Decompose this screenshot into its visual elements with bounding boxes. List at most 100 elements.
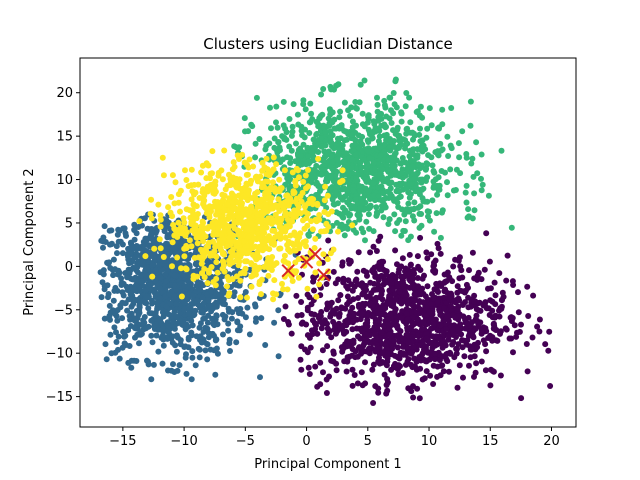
cluster-3-point <box>231 181 238 188</box>
cluster-1-point <box>359 382 366 389</box>
cluster-0-point <box>170 318 177 325</box>
cluster-0-point <box>198 339 205 346</box>
cluster-2-point <box>349 131 356 138</box>
cluster-2-point <box>403 130 410 137</box>
cluster-3-point <box>311 245 318 251</box>
cluster-2-point <box>328 139 335 146</box>
cluster-0-point <box>159 309 166 316</box>
cluster-3-point <box>237 185 243 192</box>
cluster-3-point <box>262 201 269 208</box>
cluster-3-point <box>174 254 181 261</box>
cluster-2-point <box>365 188 372 195</box>
cluster-2-point <box>435 151 441 158</box>
cluster-2-point <box>337 222 344 228</box>
cluster-3-point <box>337 179 344 186</box>
cluster-2-point <box>350 187 356 194</box>
cluster-2-point <box>456 154 463 161</box>
cluster-1-point <box>530 292 537 299</box>
cluster-1-point <box>307 344 314 351</box>
cluster-2-point <box>373 212 380 219</box>
cluster-2-point <box>419 178 426 184</box>
cluster-3-point <box>234 199 241 206</box>
cluster-2-point <box>398 232 405 239</box>
cluster-2-point <box>417 203 424 210</box>
cluster-1-point <box>384 379 391 386</box>
cluster-1-point <box>423 368 430 375</box>
cluster-2-point <box>439 207 446 214</box>
cluster-2-point <box>393 181 400 188</box>
cluster-2-point <box>371 121 378 127</box>
cluster-3-point <box>222 207 228 214</box>
cluster-0-point <box>137 252 144 259</box>
cluster-2-point <box>396 188 403 195</box>
cluster-2-point <box>417 103 424 110</box>
cluster-2-point <box>268 125 274 132</box>
cluster-2-point <box>370 180 377 187</box>
x-tick-label: 5 <box>364 434 372 449</box>
cluster-0-point <box>125 256 132 263</box>
cluster-2-point <box>433 210 440 217</box>
cluster-1-point <box>394 261 400 268</box>
cluster-0-point <box>124 307 131 314</box>
cluster-3-point <box>339 167 346 174</box>
cluster-1-point <box>444 358 451 365</box>
cluster-3-point <box>273 260 280 267</box>
cluster-1-point <box>314 330 321 337</box>
cluster-0-point <box>106 302 113 309</box>
cluster-3-point <box>256 203 263 210</box>
cluster-3-point <box>205 267 212 274</box>
cluster-2-point <box>363 218 370 225</box>
cluster-0-point <box>191 311 198 318</box>
cluster-2-point <box>508 224 515 231</box>
cluster-3-point <box>213 259 220 266</box>
cluster-2-point <box>403 185 410 192</box>
cluster-1-point <box>404 316 411 322</box>
cluster-3-point <box>313 293 320 300</box>
cluster-1-point <box>435 289 441 295</box>
cluster-1-point <box>404 332 411 338</box>
centroid-x-marker <box>308 247 322 261</box>
cluster-2-point <box>436 124 442 131</box>
cluster-1-point <box>337 292 344 299</box>
cluster-0-point <box>208 288 214 295</box>
cluster-0-point <box>111 324 118 331</box>
cluster-2-point <box>383 195 389 201</box>
cluster-1-point <box>417 365 424 372</box>
cluster-1-point <box>409 334 416 340</box>
cluster-3-point <box>237 277 244 284</box>
cluster-3-point <box>321 197 328 204</box>
cluster-2-point <box>406 181 413 187</box>
cluster-2-point <box>337 108 344 115</box>
cluster-2-point <box>375 184 381 191</box>
cluster-1-point <box>409 275 416 282</box>
cluster-2-point <box>357 159 364 166</box>
cluster-2-point <box>383 131 390 138</box>
cluster-2-point <box>356 99 363 106</box>
cluster-3-point <box>254 211 261 218</box>
cluster-1-point <box>374 317 381 324</box>
cluster-2-point <box>353 175 360 182</box>
cluster-2-point <box>434 191 441 198</box>
cluster-3-point <box>181 253 188 260</box>
cluster-1-point <box>459 288 466 295</box>
cluster-2-point <box>429 162 436 169</box>
cluster-3-point <box>136 218 143 225</box>
cluster-2-point <box>353 105 360 112</box>
cluster-0-point <box>130 276 137 283</box>
cluster-1-point <box>358 369 365 376</box>
cluster-3-point <box>178 293 185 300</box>
cluster-0-point <box>192 362 199 369</box>
cluster-2-point <box>386 216 393 223</box>
cluster-0-point <box>233 281 239 288</box>
cluster-1-point <box>518 395 525 402</box>
cluster-1-point <box>449 341 456 348</box>
cluster-2-point <box>340 214 347 221</box>
cluster-2-point <box>290 101 297 108</box>
cluster-3-point <box>175 219 182 226</box>
cluster-2-point <box>332 188 339 195</box>
cluster-3-point <box>322 183 329 190</box>
cluster-0-point <box>106 313 113 319</box>
cluster-3-point <box>230 205 237 212</box>
cluster-2-point <box>363 164 369 171</box>
cluster-1-point <box>333 367 340 374</box>
